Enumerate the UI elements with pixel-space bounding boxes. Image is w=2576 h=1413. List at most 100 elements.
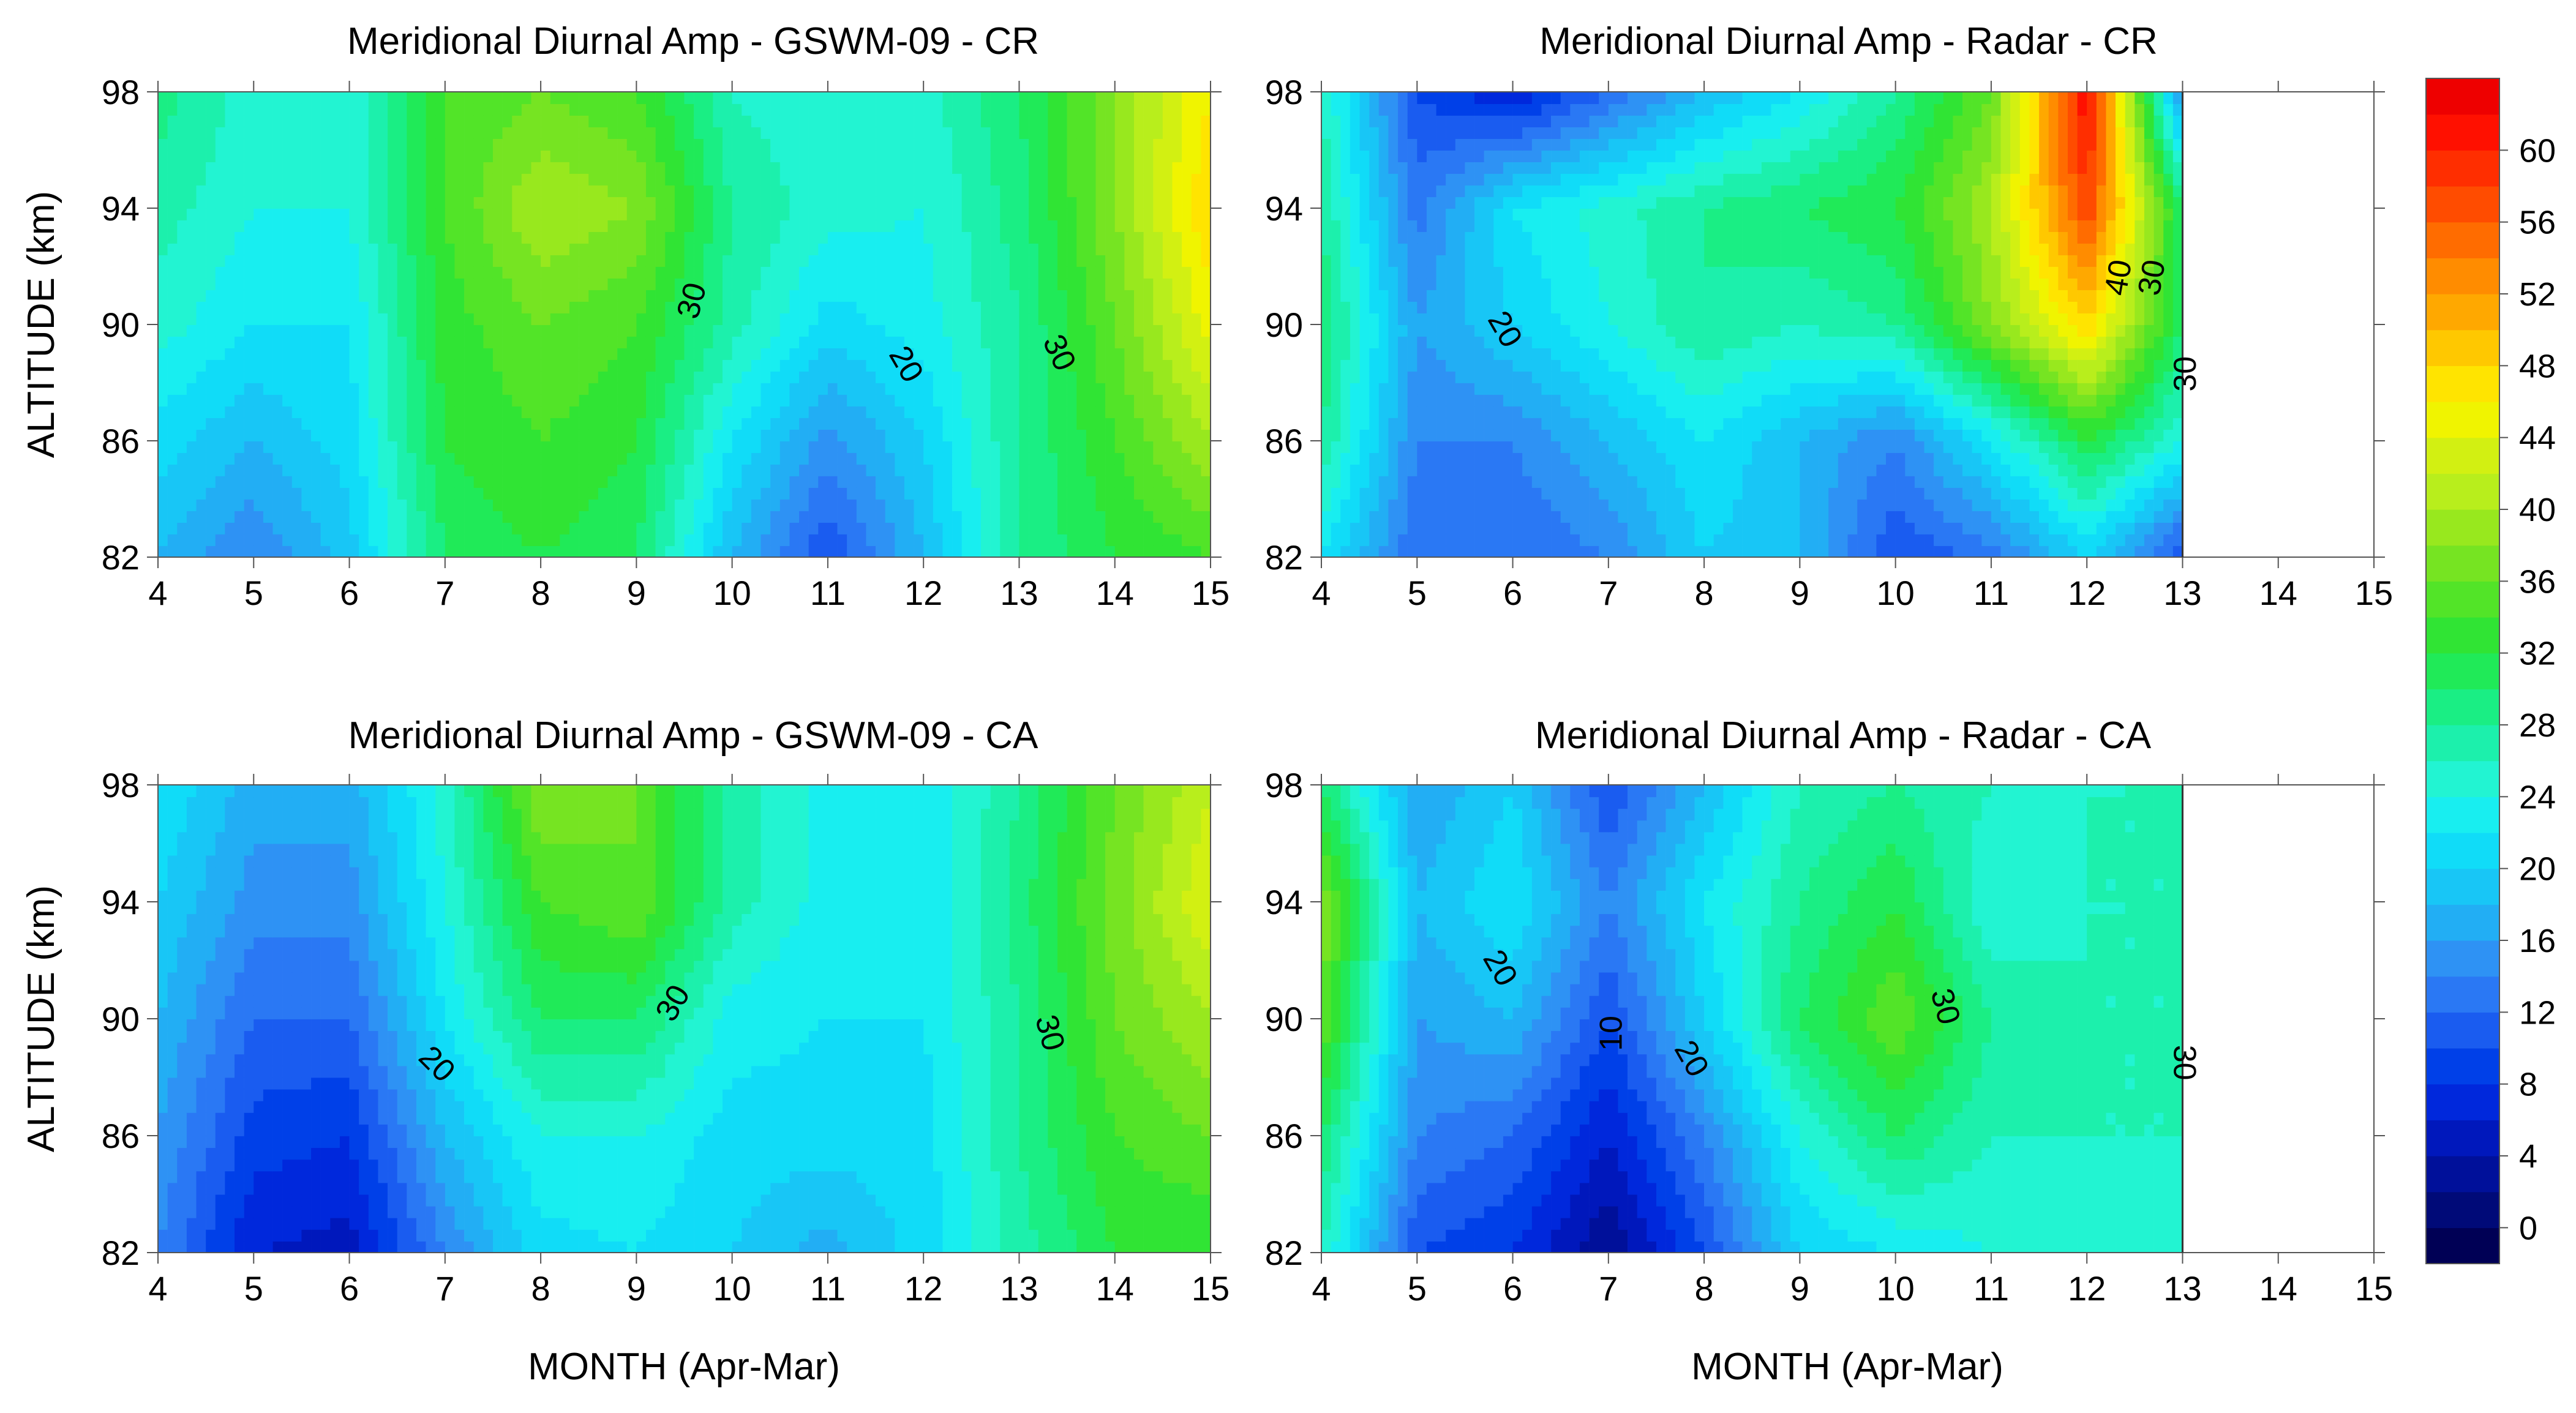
- contour-cell: [703, 277, 713, 290]
- contour-cell: [885, 348, 895, 360]
- contour-cell: [694, 255, 704, 267]
- contour-cell: [359, 242, 369, 255]
- contour-cell: [454, 545, 465, 557]
- contour-cell: [483, 266, 494, 279]
- contour-cell: [933, 406, 943, 418]
- contour-cell: [1191, 161, 1201, 174]
- contour-cell: [560, 184, 570, 197]
- contour-cell: [617, 289, 628, 302]
- contour-cell: [933, 173, 943, 186]
- contour-cell: [196, 511, 206, 523]
- contour-cell: [388, 255, 397, 267]
- contour-cell: [177, 150, 187, 162]
- contour-cell: [492, 231, 503, 244]
- contour-cell: [779, 126, 790, 139]
- contour-cell: [799, 429, 809, 441]
- contour-cell: [454, 324, 465, 337]
- contour-cell: [301, 219, 312, 232]
- contour-cell: [665, 545, 675, 557]
- contour-cell: [1570, 511, 1580, 523]
- contour-cell: [674, 242, 685, 255]
- contour-cell: [1172, 418, 1182, 430]
- contour-cell: [1162, 359, 1173, 372]
- contour-cell: [713, 511, 723, 523]
- contour-cell: [703, 394, 713, 407]
- contour-cell: [215, 138, 225, 151]
- contour-cell: [847, 545, 857, 557]
- contour-cell: [454, 406, 465, 418]
- contour-cell: [1038, 452, 1048, 465]
- contour-cell: [1029, 335, 1039, 348]
- contour-cell: [426, 277, 436, 290]
- contour-cell: [502, 173, 513, 186]
- contour-cell: [1934, 499, 1944, 511]
- contour-cell: [942, 138, 953, 151]
- contour-cell: [1057, 511, 1067, 523]
- contour-cell: [569, 383, 579, 395]
- contour-cell: [253, 394, 264, 407]
- contour-cell: [1057, 452, 1067, 465]
- contour-cell: [235, 150, 244, 162]
- contour-cell: [866, 335, 876, 348]
- contour-cell: [751, 359, 761, 372]
- contour-cell: [492, 255, 503, 267]
- contour-cell: [435, 324, 446, 337]
- contour-cell: [713, 289, 723, 302]
- contour-cell: [301, 406, 312, 418]
- contour-cell: [636, 289, 647, 302]
- contour-cell: [186, 184, 197, 197]
- contour-cell: [1589, 522, 1599, 534]
- contour-cell: [512, 219, 522, 232]
- contour-cell: [636, 383, 647, 395]
- contour-cell: [445, 301, 455, 313]
- contour-cell: [1038, 242, 1048, 255]
- contour-cell: [694, 208, 704, 220]
- contour-cell: [961, 371, 972, 383]
- contour-cell: [866, 348, 876, 360]
- contour-cell: [674, 545, 685, 557]
- contour-cell: [1388, 487, 1399, 500]
- contour-cell: [1029, 476, 1039, 488]
- contour-cell: [339, 313, 350, 325]
- contour-cell: [435, 441, 446, 453]
- contour-cell: [961, 266, 972, 279]
- contour-cell: [206, 266, 216, 279]
- contour-cell: [856, 150, 866, 162]
- contour-cell: [723, 476, 732, 488]
- contour-cell: [713, 348, 723, 360]
- contour-cell: [416, 114, 426, 127]
- contour-cell: [464, 499, 475, 511]
- contour-cell: [1953, 522, 1963, 534]
- contour-cell: [1771, 545, 1781, 557]
- contour-cell: [607, 324, 618, 337]
- contour-cell: [914, 324, 924, 337]
- contour-cell: [349, 522, 359, 534]
- contour-cell: [1133, 219, 1144, 232]
- contour-cell: [215, 126, 225, 139]
- contour-cell: [492, 335, 503, 348]
- contour-cell: [933, 476, 943, 488]
- contour-cell: [655, 138, 666, 151]
- contour-cell: [914, 266, 924, 279]
- contour-cell: [1124, 348, 1135, 360]
- contour-cell: [789, 242, 800, 255]
- contour-cell: [847, 289, 857, 302]
- contour-cell: [1086, 277, 1096, 290]
- contour-cell: [1019, 266, 1029, 279]
- contour-cell: [158, 429, 168, 441]
- contour-cell: [847, 103, 857, 116]
- contour-cell: [1133, 487, 1144, 500]
- contour-cell: [215, 487, 225, 500]
- contour-cell: [388, 242, 397, 255]
- contour-cell: [818, 242, 828, 255]
- contour-cell: [1201, 126, 1211, 139]
- contour-cell: [1019, 289, 1029, 302]
- contour-cell: [454, 348, 465, 360]
- contour-cell: [541, 92, 551, 104]
- contour-cell: [1029, 277, 1039, 290]
- contour-cell: [971, 371, 982, 383]
- contour-cell: [1076, 534, 1087, 546]
- contour-cell: [291, 150, 302, 162]
- contour-cell: [311, 452, 321, 465]
